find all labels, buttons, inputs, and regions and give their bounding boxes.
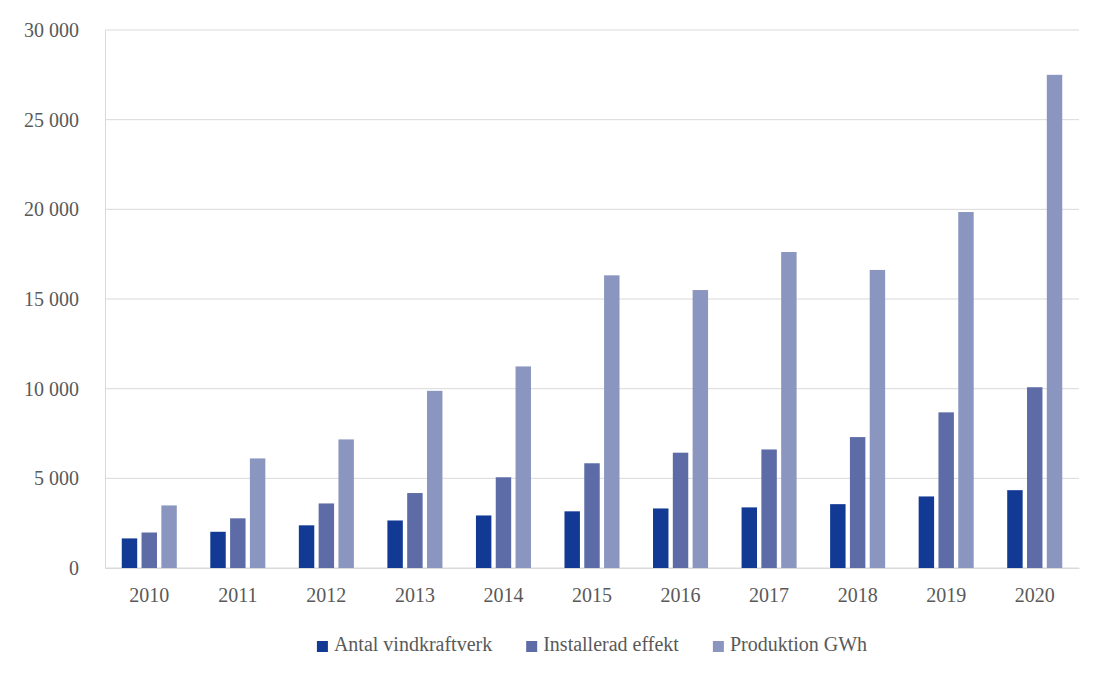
grid-line [105,30,1079,31]
x-tick-label: 2011 [218,584,257,606]
y-tick-label: 30 000 [24,19,79,41]
bar [584,463,599,568]
x-tick: 2018 [838,568,878,606]
bar [564,511,579,568]
x-tick-label: 2018 [838,584,878,606]
bar [604,275,619,568]
x-tick: 2013 [395,568,435,606]
y-axis: 0 5 000 10 000 15 000 20 000 25 000 30 000 [24,19,106,579]
x-tick: 2015 [572,568,612,606]
y-tick: 10 000 [24,378,105,400]
bar [958,212,973,568]
bar [299,525,314,568]
bar [338,439,353,568]
legend-item: Produktion GWh [713,633,867,655]
bar [230,518,245,568]
y-tick: 20 000 [24,198,105,220]
x-tick: 2011 [218,568,257,606]
bars [122,75,1062,568]
bar [919,496,934,568]
chart: 0 5 000 10 000 15 000 20 000 25 000 30 000 2010… [0,0,1109,677]
x-axis: 2010 2011 2012 2013 2014 2015 2016 2017 2018 2019… [106,568,1080,606]
x-tick: 2019 [926,568,966,606]
x-tick: 2012 [306,568,346,606]
bar [427,391,442,568]
bar [1027,387,1042,568]
grid-line [105,299,1079,300]
bar [496,477,511,568]
bar [319,503,334,568]
y-tick-label: 0 [69,557,79,579]
legend-item: Antal vindkraftverk [317,633,492,655]
x-tick: 2010 [129,568,169,606]
legend-swatch [317,641,328,652]
grid-line [105,388,1079,389]
bar [407,493,422,568]
legend-swatch [526,641,537,652]
y-tick-label: 5 000 [34,467,79,489]
x-tick-label: 2017 [749,584,789,606]
x-tick: 2017 [749,568,789,606]
grid [105,30,1079,568]
bar [742,507,757,568]
legend-label: Produktion GWh [730,633,867,655]
bar [516,366,531,568]
legend: Antal vindkraftverk Installerad effekt Pro… [317,633,867,655]
bar [210,532,225,568]
legend-item: Installerad effekt [526,633,679,655]
x-tick-label: 2019 [926,584,966,606]
bar [673,453,688,568]
y-tick: 30 000 [24,19,105,41]
bar [693,290,708,568]
bar [781,252,796,568]
x-axis-line [106,568,1080,569]
bar [142,532,157,568]
y-tick: 25 000 [24,109,105,131]
bar [870,270,885,568]
x-tick-label: 2015 [572,584,612,606]
grid-line [105,209,1079,210]
bar [161,505,176,568]
x-tick-label: 2014 [483,584,523,606]
bar [761,449,776,568]
x-tick-label: 2020 [1015,584,1055,606]
bar [653,508,668,568]
x-tick: 2016 [661,568,701,606]
y-tick: 15 000 [24,288,105,310]
y-tick: 5 000 [34,467,105,489]
bar [830,504,845,568]
grid-line [105,119,1079,120]
y-tick-label: 10 000 [24,378,79,400]
legend-swatch [713,641,724,652]
bar [1047,75,1062,568]
x-tick: 2014 [483,568,523,606]
bar [122,538,137,568]
bar [476,515,491,568]
y-tick: 0 [69,557,105,579]
bar [250,458,265,568]
bar [850,437,865,568]
y-axis-line [105,31,106,569]
y-tick-label: 15 000 [24,288,79,310]
x-tick-label: 2016 [661,584,701,606]
legend-label: Installerad effekt [543,633,679,655]
bar [1007,490,1022,568]
x-tick-label: 2013 [395,584,435,606]
y-tick-label: 25 000 [24,109,79,131]
y-tick-label: 20 000 [24,198,79,220]
legend-label: Antal vindkraftverk [334,633,492,655]
series [142,387,1043,568]
x-tick: 2020 [1015,568,1055,606]
series [161,75,1062,568]
x-tick-label: 2012 [306,584,346,606]
bar [387,520,402,568]
bar [938,412,953,568]
x-tick-label: 2010 [129,584,169,606]
